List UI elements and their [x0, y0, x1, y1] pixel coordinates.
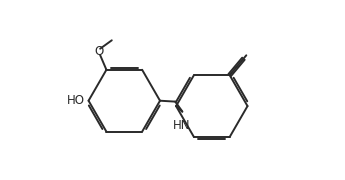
Text: HN: HN	[173, 119, 190, 132]
Text: HO: HO	[67, 94, 85, 107]
Text: O: O	[95, 45, 104, 58]
